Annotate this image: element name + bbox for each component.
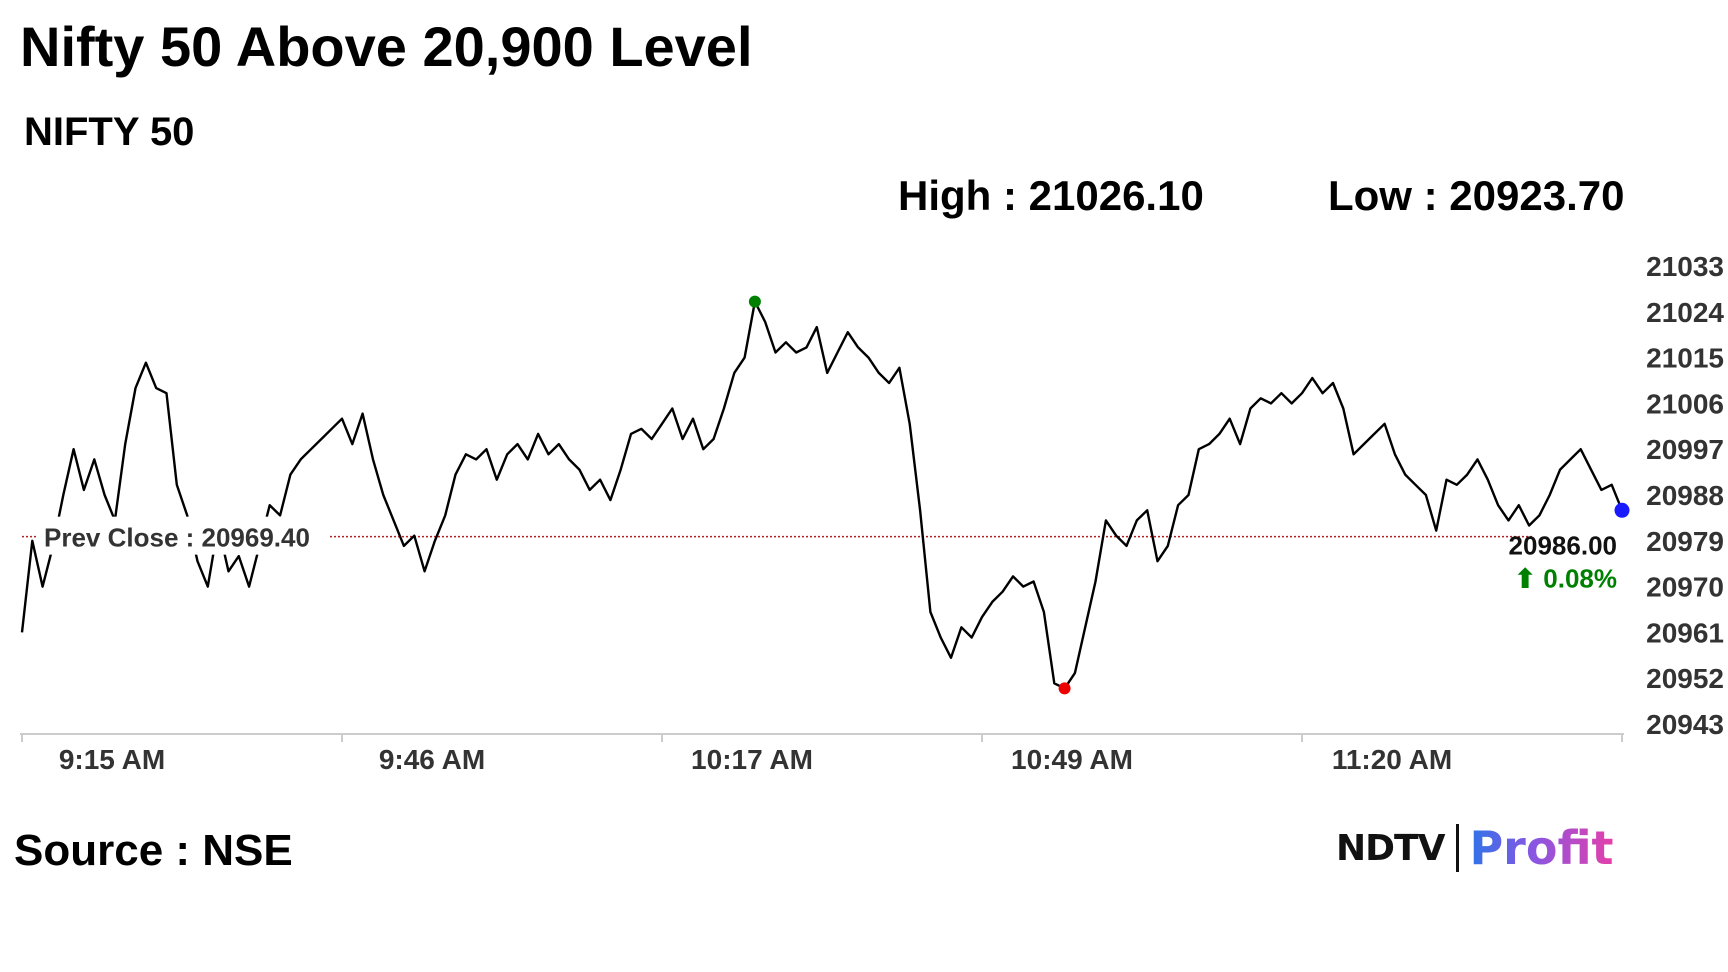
- prev-close-label-bg: [38, 516, 328, 555]
- logo-profit-text: Profit: [1469, 821, 1614, 875]
- data-layer: [20, 295, 1630, 695]
- label-layer: Prev Close : 20969.40 20986.00⬆ 0.08%: [38, 516, 1644, 597]
- y-tick-label: 20952: [1646, 663, 1724, 694]
- y-tick-label: 20979: [1646, 526, 1724, 557]
- high-marker: [748, 295, 761, 308]
- last-value-bg: [1532, 528, 1644, 597]
- logo-ndtv-text: NDTV: [1336, 827, 1445, 869]
- y-tick-label: 21015: [1646, 343, 1724, 374]
- prev-close-label: Prev Close : 20969.40: [44, 523, 310, 553]
- chart-title: Nifty 50 Above 20,900 Level: [20, 15, 753, 78]
- y-tick-label: 20961: [1646, 617, 1724, 648]
- y-tick-label: 21024: [1646, 297, 1724, 328]
- change-label: ⬆ 0.08%: [1514, 563, 1617, 593]
- ndtv-profit-logo: NDTV Profit: [1336, 818, 1614, 878]
- low-label: Low : 20923.70: [1328, 172, 1625, 219]
- y-tick-label: 20988: [1646, 480, 1724, 511]
- axis-layer: 9:15 AM 9:46 AM 10:17 AM 10:49 AM 11:20 AM 21…: [20, 251, 1724, 775]
- y-tick-label: 20970: [1646, 572, 1724, 603]
- y-tick-label: 21006: [1646, 388, 1724, 419]
- x-tick-label: 10:17 AM: [691, 744, 813, 775]
- y-tick-label: 20997: [1646, 434, 1724, 465]
- x-tick-label: 9:15 AM: [59, 744, 165, 775]
- x-tick-label: 11:20 AM: [1332, 744, 1452, 775]
- price-line: [20, 300, 1624, 690]
- x-tick-label: 9:46 AM: [379, 744, 485, 775]
- last-value-marker: [1614, 502, 1630, 518]
- index-name: NIFTY 50: [24, 110, 195, 154]
- logo-divider: [1456, 824, 1460, 872]
- high-label: High : 21026.10: [898, 172, 1204, 219]
- low-marker: [1058, 682, 1071, 695]
- y-tick-label: 21033: [1646, 251, 1724, 282]
- x-tick-label: 10:49 AM: [1011, 744, 1133, 775]
- last-value-label: 20986.00: [1509, 530, 1617, 560]
- y-tick-label: 20943: [1646, 709, 1724, 740]
- source-note: Source : NSE: [14, 826, 293, 875]
